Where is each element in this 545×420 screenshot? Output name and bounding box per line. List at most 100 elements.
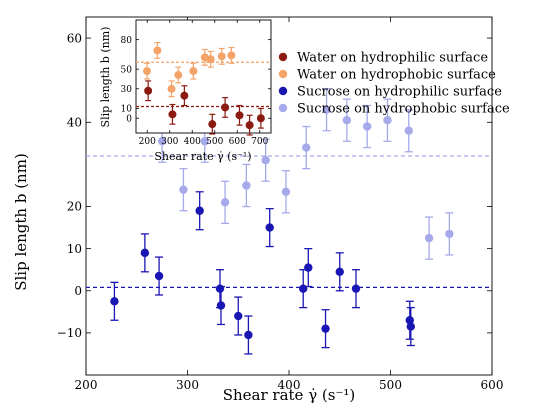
data-marker [215,284,225,293]
main-x-tick-label: 600 [481,378,504,392]
data-point [110,281,119,321]
legend-label: Sucrose on hydrophobic surface [297,102,510,117]
inset-axes-frame [135,19,272,134]
legend: Water on hydrophilic surface Water on hyd… [278,51,510,117]
data-point [140,233,150,273]
main-y-tick-label: 40 [67,115,82,129]
inset-x-tick-label: 300 [161,137,178,147]
inset-y-tick-label: 80 [121,36,133,46]
data-point [208,113,217,135]
main-x-tick-label: 500 [379,378,402,392]
inset-x-tick-label: 200 [139,137,156,147]
legend-item-water_hydrophilic: Water on hydrophilic surface [278,51,488,66]
data-marker [234,311,243,321]
legend-marker [278,52,288,62]
main-x-axis-label: Shear rate γ̇ (s⁻¹) [223,386,356,404]
data-marker [351,284,361,293]
data-point [281,170,291,214]
data-marker [261,156,270,165]
data-point [321,309,330,349]
data-marker [195,206,204,215]
inset-x-tick-label: 600 [229,137,246,147]
data-point [445,212,454,256]
data-point [322,87,331,132]
data-point [383,98,392,142]
data-point [227,46,236,64]
data-marker [302,143,311,152]
main-x-tick-label: 400 [278,378,301,392]
data-marker [179,185,188,194]
data-marker [153,46,162,55]
inset-y-tick-label: 0 [126,114,132,124]
data-marker [157,137,167,146]
data-point [261,138,270,182]
data-marker [174,71,183,80]
data-marker [140,248,150,258]
data-point [167,80,176,98]
water_hydrophilic-series [144,80,265,136]
data-point [153,41,162,59]
legend-marker [278,86,288,96]
data-marker [244,330,253,340]
data-marker [144,86,153,95]
data-point [342,98,352,142]
data-marker [445,229,454,239]
data-marker [322,105,331,114]
data-marker [189,67,198,76]
inset-y-tick-label: 30 [121,85,133,95]
legend-item-sucrose_hydrophilic: Sucrose on hydrophilic surface [278,85,502,100]
inset-y-axis-label: Slip length b (nm) [99,27,112,128]
main-x-tick-label: 200 [75,378,98,392]
data-marker [180,91,189,100]
data-point [404,109,413,153]
main-y-tick-label: −10 [57,326,82,340]
data-point [362,104,372,149]
data-point [221,97,230,118]
data-marker [342,115,352,125]
data-marker [299,284,308,293]
data-point [244,315,253,355]
data-marker [281,187,291,196]
data-marker [256,114,265,123]
data-marker [110,297,119,306]
inset-plot: 200 300 400 500 600 700 010 30 50 80 Shear rate γ̇… [99,19,272,163]
main-y-tick-label: 60 [67,31,82,45]
data-marker [304,263,313,272]
main-y-tick-label: 20 [67,200,82,214]
data-point [154,256,164,296]
data-point [195,191,204,231]
legend-label: Water on hydrophilic surface [297,51,488,66]
data-point [143,62,152,80]
data-point [235,104,244,126]
data-point [189,62,198,80]
data-point [217,47,226,65]
data-marker [221,103,230,112]
data-point [206,50,215,68]
data-marker [200,137,209,146]
data-marker [227,51,236,60]
data-marker [208,120,217,129]
data-point [216,285,226,326]
data-marker [265,223,274,232]
data-marker [321,324,330,333]
data-point [168,103,177,125]
legend-marker [278,103,288,113]
data-point [424,216,434,260]
legend-label: Water on hydrophobic surface [297,68,496,83]
inset-x-tick-label: 500 [206,137,223,147]
data-point [256,107,265,129]
data-marker [235,111,244,120]
data-point [406,306,415,347]
data-point [265,207,274,248]
data-point [144,80,153,102]
sucrose_hydrophilic-series [110,191,415,355]
data-marker [154,271,164,281]
data-point [302,125,311,170]
main-x-tick-label: 300 [176,378,199,392]
data-marker [383,115,392,125]
data-marker [216,301,226,310]
data-marker [404,126,413,135]
data-point [304,247,313,288]
data-point [220,180,230,225]
data-point [351,269,361,309]
